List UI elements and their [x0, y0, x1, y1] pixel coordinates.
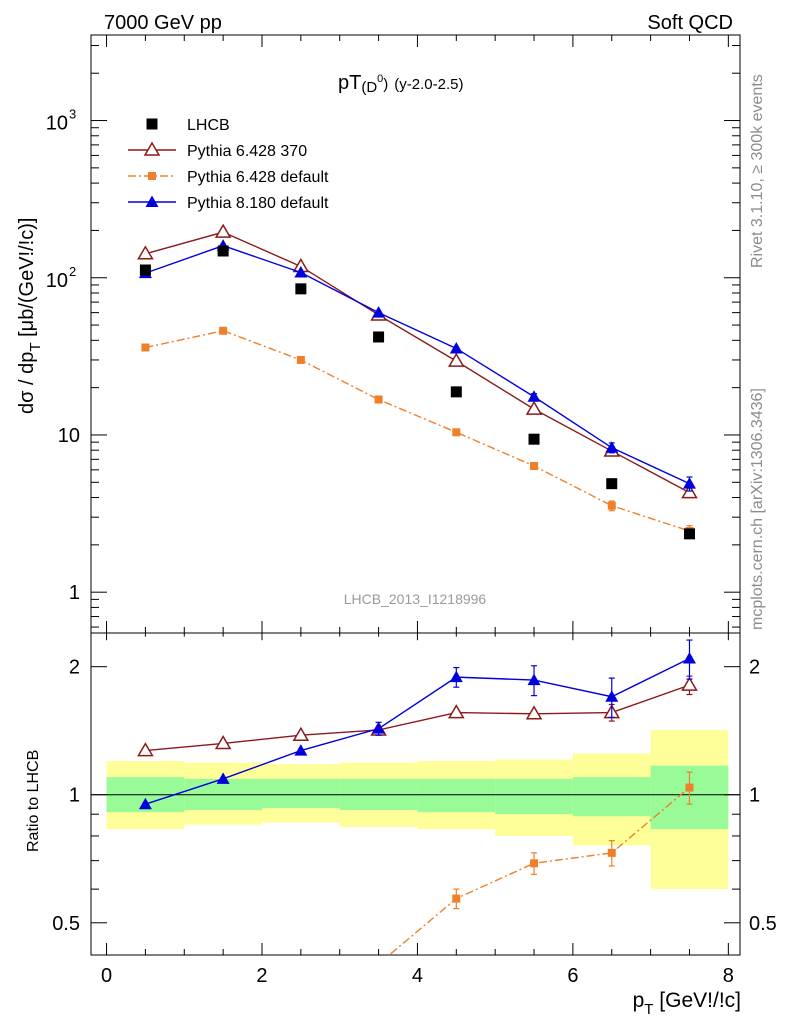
legend-marker-lhcb	[146, 118, 158, 130]
main-point-pythia-6-428-default	[452, 428, 461, 437]
main-point-pythia-6-428-370	[137, 245, 154, 260]
main-point-lhcb	[450, 386, 462, 398]
ratio-line-pythia-6-428-default	[388, 786, 690, 955]
main-point-pythia-6-428-default	[530, 461, 539, 470]
ratio-point-pythia-6-428-default	[530, 859, 539, 868]
main-point-pythia-6-428-370	[214, 223, 232, 238]
y-tick-label-ratio-right: 1	[749, 785, 760, 807]
ratio-point-pythia-8-180-default	[216, 772, 230, 784]
main-point-lhcb	[139, 264, 151, 276]
ratio-point-pythia-8-180-default	[449, 670, 463, 683]
legend-marker-pythia-6-428-370	[143, 141, 161, 156]
main-series-group	[137, 223, 698, 540]
ratio-band-inner	[261, 778, 340, 809]
main-point-pythia-8-180-default	[294, 265, 308, 278]
main-point-pythia-6-428-default	[296, 355, 305, 364]
main-point-lhcb	[373, 331, 385, 343]
ratio-line-pythia-6-428-370	[145, 684, 690, 752]
y-tick-label-ratio-right: 2	[749, 657, 760, 679]
x-tick-label: 6	[567, 965, 578, 987]
legend: LHCB Pythia 6.428 370 Pythia 6.428 default…	[128, 117, 329, 212]
y-tick-label-ratio-right: 0.5	[749, 913, 777, 935]
ratio-point-pythia-6-428-370	[681, 676, 698, 691]
source-note: mcplots.cern.ch [arXiv:1306.3436]	[749, 388, 766, 630]
ratio-line-pythia-8-180-default	[145, 657, 690, 805]
main-line-pythia-6-428-370	[145, 231, 690, 494]
legend-label-pythia-8-180-default: Pythia 8.180 default	[187, 195, 329, 212]
ratio-point-pythia-8-180-default	[372, 722, 386, 734]
ratio-band-inner	[417, 778, 496, 813]
main-line-pythia-6-428-default	[145, 330, 690, 532]
main-point-pythia-6-428-default	[141, 343, 150, 352]
legend-label-lhcb: LHCB	[187, 117, 230, 134]
ratio-series-group	[137, 639, 698, 968]
legend-marker-pythia-6-428-default	[148, 172, 156, 180]
header-left: 7000 GeV pp	[104, 12, 222, 34]
main-point-lhcb	[217, 245, 229, 257]
ratio-point-pythia-8-180-default	[527, 673, 541, 686]
ratio-point-pythia-6-428-370	[447, 704, 465, 719]
ratio-uncertainty-bands	[106, 729, 729, 890]
main-point-lhcb	[683, 528, 695, 540]
legend-label-pythia-6-428-370: Pythia 6.428 370	[187, 143, 307, 160]
header-right: Soft QCD	[647, 12, 733, 34]
y-tick-label-main-exp: 2	[69, 264, 76, 279]
main-point-pythia-8-180-default	[449, 341, 463, 354]
ratio-y-axis-label: Ratio to LHCB	[25, 750, 42, 852]
y-tick-label-main: 10	[46, 113, 68, 135]
y-tick-label-main-exp: 3	[69, 107, 76, 122]
y-tick-label-main: 10	[58, 425, 80, 447]
plot-title: pT(D0) (y-2.0-2.5)	[338, 72, 463, 96]
ratio-band-inner	[572, 777, 651, 817]
ratio-point-pythia-8-180-default	[682, 652, 696, 664]
main-point-pythia-8-180-default	[605, 441, 619, 453]
y-tick-label-ratio: 0.5	[52, 913, 80, 935]
main-point-lhcb	[606, 478, 618, 490]
ratio-point-pythia-6-428-370	[137, 742, 154, 757]
ratio-point-pythia-6-428-370	[292, 726, 310, 741]
main-line-pythia-8-180-default	[145, 244, 690, 485]
main-point-pythia-6-428-default	[219, 326, 228, 335]
y-axis-label: dσ / dpT [μb/(GeV!/!c)]	[16, 218, 44, 414]
ratio-point-pythia-8-180-default	[605, 690, 619, 702]
main-point-lhcb	[528, 433, 540, 445]
ratio-point-pythia-8-180-default	[138, 797, 152, 810]
y-tick-label-main: 10	[46, 270, 68, 292]
rivet-note: Rivet 3.1.10, ≥ 300k events	[749, 74, 766, 268]
main-point-pythia-8-180-default	[682, 477, 696, 489]
ratio-point-pythia-6-428-default	[607, 848, 616, 857]
analysis-watermark: LHCB_2013_I1218996	[344, 591, 487, 607]
ratio-point-pythia-6-428-370	[214, 734, 232, 750]
legend-label-pythia-6-428-default: Pythia 6.428 default	[187, 169, 329, 186]
main-point-pythia-8-180-default	[372, 306, 386, 318]
x-tick-label: 8	[723, 965, 734, 987]
main-point-lhcb	[295, 283, 307, 295]
ratio-point-pythia-8-180-default	[294, 744, 308, 756]
x-tick-label: 4	[412, 965, 423, 987]
main-point-pythia-6-428-default	[374, 395, 383, 404]
ratio-point-pythia-6-428-default	[375, 960, 383, 968]
ratio-point-pythia-6-428-default	[685, 783, 694, 792]
x-axis-label: pT [GeV!/!c]	[633, 989, 741, 1018]
y-tick-label-main: 1	[69, 582, 80, 604]
main-point-pythia-6-428-default	[607, 501, 616, 510]
main-point-pythia-6-428-370	[447, 352, 465, 367]
ratio-point-pythia-6-428-default	[452, 894, 461, 903]
x-tick-label: 0	[101, 965, 112, 987]
ratio-plot-frame	[90, 632, 741, 956]
y-tick-label-ratio: 1	[69, 785, 80, 807]
legend-marker-pythia-8-180-default	[145, 195, 159, 207]
ratio-band-inner	[495, 778, 573, 815]
ratio-point-pythia-6-428-370	[525, 705, 543, 720]
main-point-pythia-8-180-default	[527, 390, 541, 402]
y-tick-label-ratio: 2	[69, 657, 80, 679]
main-point-pythia-6-428-370	[525, 400, 543, 415]
x-tick-label: 2	[256, 965, 267, 987]
